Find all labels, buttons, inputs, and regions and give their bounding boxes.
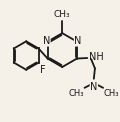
Text: CH₃: CH₃	[69, 89, 84, 98]
Text: N: N	[43, 36, 50, 46]
Text: NH: NH	[90, 52, 104, 62]
Text: F: F	[40, 65, 46, 75]
Text: CH₃: CH₃	[104, 89, 119, 98]
Text: N: N	[90, 82, 98, 92]
Text: CH₃: CH₃	[54, 10, 71, 19]
Text: N: N	[74, 36, 82, 46]
